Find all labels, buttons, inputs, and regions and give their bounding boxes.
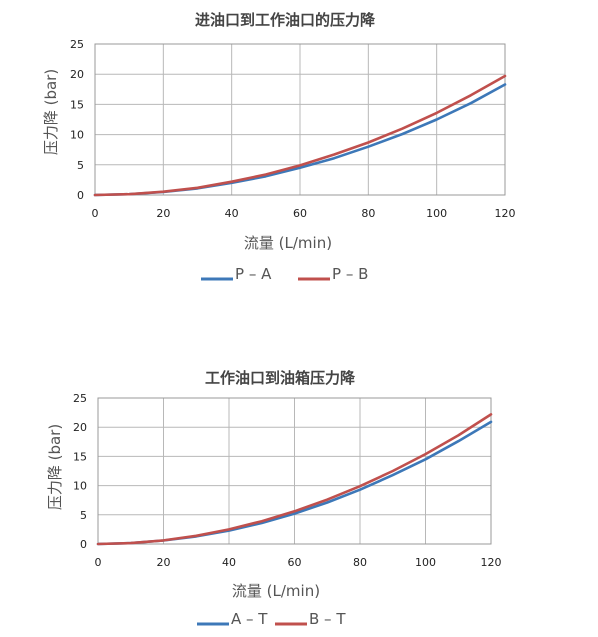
chart-pressure-drop-work-port-to-tank: 工作油口到油箱压力降 压力降 (bar) 流量 (L/min) 0 20 40 60 8… [46, 369, 502, 628]
y-tick-label: 25 [73, 392, 87, 405]
x-tick-label: 80 [353, 556, 367, 569]
plot-border [94, 43, 506, 196]
x-tick-label: 100 [426, 207, 447, 220]
x-tick-label: 60 [288, 556, 302, 569]
legend-label: B – T [309, 610, 346, 628]
y-tick-label: 10 [73, 480, 87, 493]
y-axis-title: 压力降 (bar) [42, 69, 60, 155]
series-line-2 [96, 413, 493, 546]
chart-pressure-drop-inlet-to-work-port: 进油口到工作油口的压力降 压力降 (bar) 流量 (L/min) 0 20 40 6… [42, 11, 516, 283]
legend-label: P – B [332, 265, 368, 283]
x-tick-label: 0 [92, 207, 99, 220]
x-tick-label: 0 [95, 556, 102, 569]
y-tick-label: 5 [77, 159, 84, 172]
plot-area: 0 20 40 60 80 100 120 0 5 10 15 20 25 [70, 38, 516, 220]
y-axis-title: 压力降 (bar) [46, 424, 64, 510]
x-tick-label: 100 [415, 556, 436, 569]
y-tick-label: 20 [73, 421, 87, 434]
legend-label: P – A [235, 265, 272, 283]
y-tick-label: 15 [70, 98, 84, 111]
y-tick-label: 25 [70, 38, 84, 51]
plot-border [97, 397, 492, 545]
x-tick-label: 120 [495, 207, 516, 220]
y-tick-label: 5 [80, 509, 87, 522]
x-tick-label: 20 [156, 207, 170, 220]
chart-title: 进油口到工作油口的压力降 [195, 11, 376, 29]
y-tick-label: 0 [80, 538, 87, 551]
x-tick-label: 60 [293, 207, 307, 220]
plot-area: 0 20 40 60 80 100 120 0 5 10 15 20 25 [73, 392, 502, 569]
y-tick-label: 10 [70, 129, 84, 142]
x-tick-label: 120 [481, 556, 502, 569]
y-tick-label: 0 [77, 189, 84, 202]
x-tick-label: 40 [225, 207, 239, 220]
x-tick-label: 40 [222, 556, 236, 569]
y-tick-label: 20 [70, 68, 84, 81]
x-tick-label: 20 [157, 556, 171, 569]
x-axis-title: 流量 (L/min) [244, 234, 332, 252]
x-tick-label: 80 [361, 207, 375, 220]
x-axis-title: 流量 (L/min) [232, 582, 320, 600]
series-line-2 [93, 74, 507, 197]
chart-title: 工作油口到油箱压力降 [205, 369, 356, 387]
y-tick-label: 15 [73, 450, 87, 463]
legend-label: A – T [231, 610, 268, 628]
